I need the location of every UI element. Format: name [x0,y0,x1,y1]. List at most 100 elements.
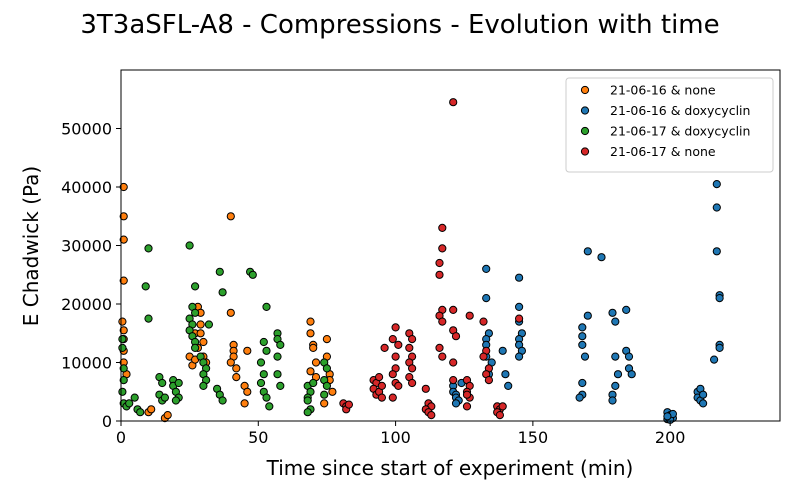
data-point [438,352,447,361]
data-point [196,329,205,338]
series-3 [339,98,524,420]
data-point [303,396,312,405]
data-point [125,399,134,408]
data-point [144,314,153,323]
data-point [578,340,587,349]
x-tick-label: 0 [116,428,126,447]
data-point [575,393,584,402]
data-point [408,378,417,388]
data-point [408,335,417,344]
legend-entry: 21-06-16 & doxycyclin [610,103,750,118]
data-point [256,378,266,388]
data-point [119,276,128,285]
data-point [375,373,384,382]
data-point [408,364,417,373]
data-point [438,223,447,232]
data-point [578,332,587,341]
data-point [449,98,458,107]
chart-title: 3T3aSFL-A8 - Compressions - Evolution wi… [80,10,719,40]
data-point [405,343,414,352]
data-point [243,387,252,396]
data-point [388,393,397,402]
legend-entry: 21-06-16 & none [610,83,716,98]
data-point [627,370,636,379]
data-point [712,180,721,189]
x-tick-label: 50 [248,428,268,447]
data-point [462,390,472,399]
data-point [136,408,145,417]
data-point [449,305,458,314]
data-point [715,294,724,303]
data-point [218,396,227,405]
data-point [328,387,337,396]
data-point [498,402,507,411]
data-point [613,370,623,379]
data-point [226,308,235,317]
data-point [276,340,285,349]
data-point [320,399,329,408]
data-point [144,244,153,253]
data-point [141,282,150,291]
data-point [232,364,241,373]
data-point [309,343,318,352]
data-point [622,305,631,314]
data-point [118,335,127,344]
data-point [191,282,200,291]
data-point [712,203,721,212]
data-point [663,412,672,421]
data-point [158,378,167,388]
data-point [171,396,180,405]
x-tick-label: 100 [380,428,411,447]
x-tick-label: 150 [518,428,549,447]
data-point [578,323,587,332]
y-tick-label: 50000 [61,120,112,139]
data-point [119,326,128,335]
data-point [624,352,634,361]
data-point [388,335,397,344]
data-point [608,396,617,405]
data-point [451,399,461,408]
data-point [160,393,169,402]
data-point [377,381,386,390]
data-point [118,343,127,352]
data-point [119,235,128,244]
data-point [119,212,128,221]
data-point [394,381,403,390]
series-0 [118,182,337,423]
data-point [388,370,397,379]
data-point [462,402,472,411]
data-point [256,358,266,367]
y-tick-label: 20000 [61,295,112,314]
data-point [196,320,205,329]
data-point [611,352,620,361]
data-point [259,337,268,347]
data-point [580,352,590,361]
data-point [259,370,268,379]
data-point [118,317,127,326]
data-point [501,370,510,379]
data-point [484,376,493,385]
data-point [174,378,183,388]
data-point [435,258,444,268]
data-point [583,311,592,320]
y-tick-label: 0 [102,412,112,431]
data-point [262,302,271,311]
data-point [495,411,504,420]
data-point [515,273,524,282]
y-axis-label: E Chadwick (Pa) [19,166,43,326]
data-point [204,320,213,329]
data-point [479,317,488,326]
data-point [465,311,474,320]
data-point [435,343,444,352]
data-point [421,384,430,393]
data-point [435,270,444,279]
data-point [191,343,200,352]
data-point [597,253,606,262]
data-point [306,329,315,338]
data-point [391,323,400,332]
data-point [118,387,127,396]
data-point [515,352,524,361]
x-axis-label: Time since start of experiment (min) [266,456,634,480]
data-point [710,355,719,364]
